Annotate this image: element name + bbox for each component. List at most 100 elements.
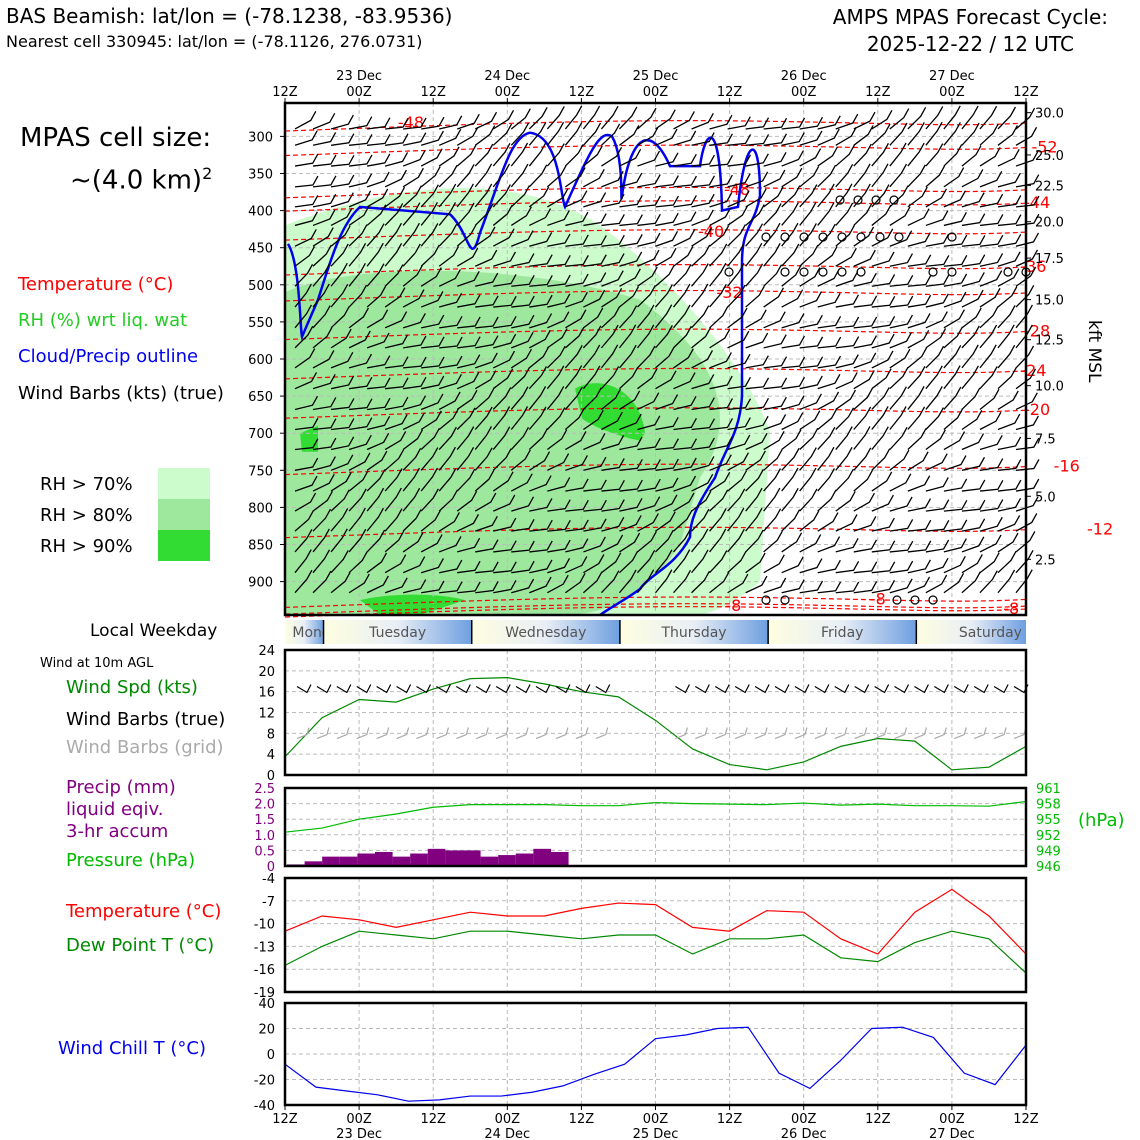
precip-bar <box>374 851 393 866</box>
wind-barb <box>673 509 693 532</box>
wind-barb <box>529 519 553 532</box>
wind-barb <box>402 429 424 451</box>
wind-barb <box>907 347 928 369</box>
surface-wind-barb <box>695 684 710 694</box>
wind-barb <box>583 235 607 247</box>
wind-barb <box>943 455 967 471</box>
wind-barb <box>673 457 697 471</box>
wind-barb <box>474 447 493 471</box>
weekday-band <box>285 620 324 644</box>
wind-barb <box>673 417 697 431</box>
wind-barb <box>799 488 818 512</box>
wind-barb <box>691 327 712 349</box>
wind-barb <box>871 517 895 532</box>
wind-barb <box>529 275 553 287</box>
wind-barb <box>745 529 764 553</box>
wind-barb <box>709 262 727 287</box>
chill-label: Wind Chill T (°C) <box>58 1038 206 1059</box>
wind-barb <box>475 335 499 349</box>
wind-barb <box>871 251 895 267</box>
wind-barb <box>799 116 824 130</box>
wind-barb <box>745 242 763 267</box>
wind-barb <box>961 254 986 267</box>
wind-barb <box>925 106 944 130</box>
wind-barb <box>673 211 697 227</box>
wind-barb <box>871 333 895 349</box>
wind-barb <box>673 529 691 553</box>
wind-tick-label: 12 <box>258 707 275 722</box>
wind-barb <box>709 528 727 553</box>
wind-barb <box>420 202 438 226</box>
wind-barb <box>691 154 716 167</box>
wind-barb <box>727 190 750 208</box>
wind-barb <box>763 468 782 492</box>
wind-barb <box>745 204 765 226</box>
wind-barb <box>961 213 986 227</box>
wind-barb <box>763 243 781 267</box>
surface-wind-barb <box>396 684 412 694</box>
wind-barb <box>402 313 426 329</box>
wind-barb <box>655 212 679 227</box>
wind-barb <box>745 285 765 308</box>
wind-barb <box>583 169 605 188</box>
wind-barb <box>637 213 661 227</box>
wind-barb <box>637 345 656 369</box>
wind-barb <box>943 572 965 594</box>
wind-barb <box>385 396 409 411</box>
wind-barb <box>600 123 621 146</box>
wind-barb <box>402 487 421 512</box>
wind-barb <box>673 246 694 267</box>
wind-barb <box>979 499 1004 512</box>
wind-barb <box>853 125 874 146</box>
wind-barb <box>474 203 494 226</box>
wind-barb <box>366 223 385 247</box>
wind-barb <box>564 573 586 594</box>
wind-barb <box>637 415 661 431</box>
wind-barb <box>817 408 838 430</box>
wind-barb <box>511 274 535 287</box>
wind-barb <box>727 573 749 594</box>
kft-tick-label: 22.5 <box>1035 179 1064 194</box>
chill-tick-label: -20 <box>254 1074 275 1089</box>
wind-barb <box>384 287 406 308</box>
wind-barb <box>943 365 961 390</box>
wind-barb <box>384 203 404 226</box>
wind-barb <box>925 499 950 512</box>
wind-barb <box>438 223 458 247</box>
wind-barb <box>997 125 1018 146</box>
wind-barb <box>835 225 855 247</box>
wind-barb <box>637 174 661 188</box>
precip-tick-label: 2.5 <box>254 782 275 797</box>
wind-barb <box>547 539 571 553</box>
wind-barb <box>961 105 979 130</box>
wind-barb <box>781 243 800 267</box>
wind-barb <box>871 295 896 308</box>
wind-barb <box>420 130 444 146</box>
pressure-tick-label: 650 <box>248 390 273 405</box>
wind-barb <box>367 134 391 146</box>
wind-barb <box>673 229 696 247</box>
wind-barb <box>547 188 569 208</box>
weekday-band <box>323 620 472 644</box>
top-time-tick-label: 00Z <box>791 85 817 100</box>
wind-barb <box>1015 126 1038 146</box>
wind-barb <box>600 306 621 329</box>
calm-circle <box>947 232 957 242</box>
wind-barb <box>925 557 949 574</box>
wind-barb <box>294 264 314 287</box>
wind-barb <box>799 148 822 167</box>
wind-barb <box>366 171 390 188</box>
wind-barb <box>1015 249 1039 267</box>
wind-barb <box>294 438 319 451</box>
wind-barb <box>564 122 583 146</box>
wind-barb <box>871 163 889 188</box>
bottom-time-tick-label: 00Z <box>346 1112 372 1127</box>
wind-barb <box>475 272 499 287</box>
pressure-tick-label: 700 <box>248 427 273 442</box>
wind-barb <box>366 433 390 451</box>
legend-rh70-swatch <box>158 468 210 499</box>
wind-barb <box>871 123 891 146</box>
wind-barb <box>348 116 373 130</box>
wind-barb <box>673 325 692 349</box>
wind-barb <box>511 295 535 308</box>
